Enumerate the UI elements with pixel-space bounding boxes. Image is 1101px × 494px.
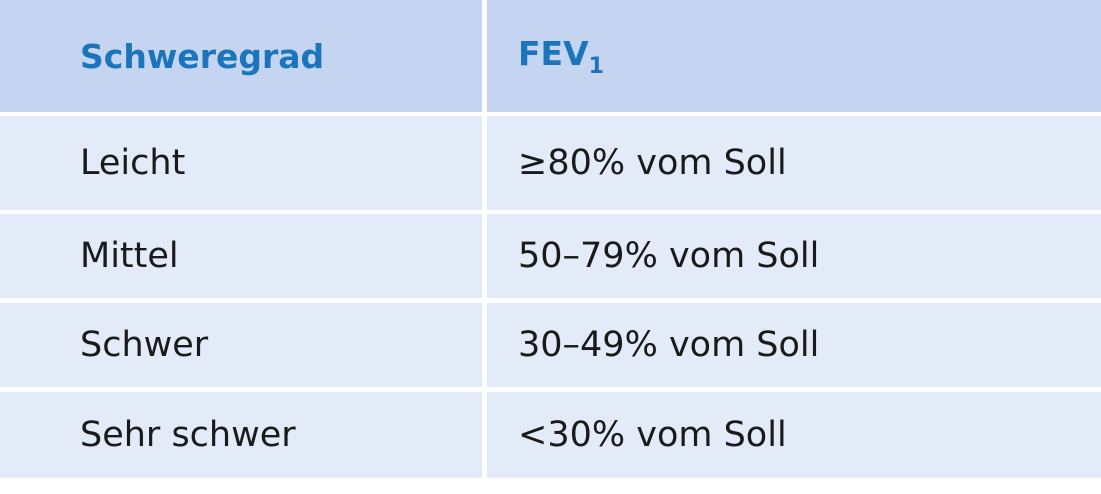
body-cell: Schwer bbox=[0, 303, 482, 387]
body-cell: Leicht bbox=[0, 116, 482, 210]
cell-text: <30% vom Soll bbox=[518, 415, 787, 455]
body-cell: Mittel bbox=[0, 214, 482, 298]
cell-text: Mittel bbox=[80, 236, 179, 276]
cell-text: Leicht bbox=[80, 143, 186, 183]
cell-text: 30–49% vom Soll bbox=[518, 325, 820, 365]
body-cell: Sehr schwer bbox=[0, 392, 482, 478]
header-text: Schweregrad bbox=[80, 36, 325, 76]
cell-text: 50–79% vom Soll bbox=[518, 236, 820, 276]
body-cell: 50–79% vom Soll bbox=[487, 214, 1101, 298]
body-cell: ≥80% vom Soll bbox=[487, 116, 1101, 210]
body-cell: <30% vom Soll bbox=[487, 392, 1101, 478]
header-text-main: FEV bbox=[518, 33, 589, 73]
header-cell: FEV1 bbox=[487, 0, 1101, 112]
header-text: FEV1 bbox=[518, 34, 604, 79]
cell-text: Sehr schwer bbox=[80, 415, 296, 455]
header-cell: Schweregrad bbox=[0, 0, 482, 112]
cell-text: Schwer bbox=[80, 325, 209, 365]
header-subscript: 1 bbox=[588, 53, 604, 79]
body-cell: 30–49% vom Soll bbox=[487, 303, 1101, 387]
cell-text: ≥80% vom Soll bbox=[518, 143, 787, 183]
